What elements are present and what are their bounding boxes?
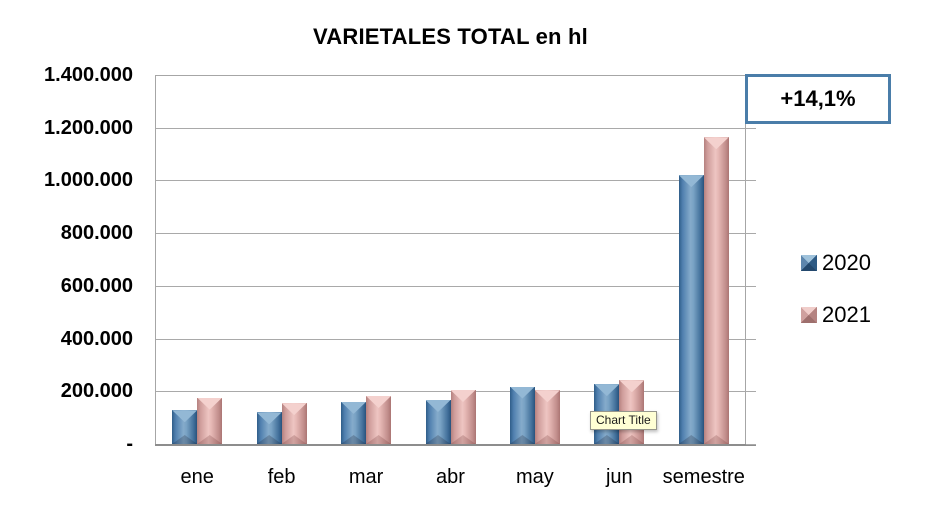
legend-swatch-2021	[801, 307, 817, 323]
bar-cap	[594, 384, 620, 397]
bar-cap	[450, 389, 476, 402]
bar-2021-abr[interactable]	[450, 389, 476, 444]
bar-base	[703, 435, 729, 444]
bar-base	[425, 435, 451, 444]
y-tick-label-200000: 200.000	[60, 380, 133, 403]
y-tick-label-1000000: 1.000.000	[44, 169, 133, 192]
bar-cap	[172, 410, 198, 423]
gridline-stub-600000	[746, 285, 756, 287]
legend: 2020 2021	[801, 250, 871, 354]
bar-cap	[366, 396, 392, 409]
bar-2021-mar[interactable]	[366, 396, 392, 444]
annotation-label: +14,1%	[780, 86, 856, 111]
bar-cap	[256, 412, 282, 425]
chart-title: VARIETALES TOTAL en hl	[313, 24, 588, 49]
tooltip-text: Chart Title	[596, 413, 651, 427]
x-tick-label-abr: abr	[436, 466, 465, 488]
y-tick-label-400000: 400.000	[60, 327, 133, 350]
legend-label-2021: 2021	[822, 302, 871, 327]
bar-cap	[341, 401, 367, 414]
bar-base	[678, 435, 704, 444]
gridline-1200000	[156, 127, 746, 129]
bar-base	[172, 435, 198, 444]
x-axis-line	[155, 444, 756, 446]
gridline-1000000	[156, 180, 746, 182]
x-tick-label-feb: feb	[267, 466, 296, 488]
y-tick-label-1200000: 1.200.000	[44, 116, 133, 139]
bar-2021-feb[interactable]	[281, 403, 307, 444]
legend-item-2020[interactable]: 2020	[801, 250, 871, 276]
bar-cap	[619, 380, 645, 393]
bar-2020-semestre[interactable]	[678, 175, 704, 444]
bar-cap	[678, 175, 704, 188]
x-tick-label-may: may	[516, 466, 554, 488]
bar-base	[281, 435, 307, 444]
bar-base	[366, 435, 392, 444]
legend-item-2021[interactable]: 2021	[801, 302, 871, 328]
y-tick-label-1400000: 1.400.000	[44, 64, 133, 86]
gridline-stub-1000000	[746, 180, 756, 182]
x-tick-label-ene: ene	[180, 466, 214, 488]
x-tick-label-semestre: semestre	[662, 466, 745, 488]
bar-cap	[281, 403, 307, 416]
plot-border-right	[745, 75, 746, 446]
bar-2021-semestre[interactable]	[703, 137, 729, 444]
annotation-box[interactable]: +14,1%	[745, 74, 891, 124]
gridline-stub-800000	[746, 233, 756, 235]
bar-base	[197, 435, 223, 444]
legend-label-2020: 2020	[822, 250, 871, 275]
plot-border-left	[155, 75, 156, 446]
bar-base	[534, 435, 560, 444]
bar-base	[509, 435, 535, 444]
bar-cap	[509, 386, 535, 399]
bar-base	[594, 435, 620, 444]
y-tick-label-800000: 800.000	[60, 222, 133, 245]
bar-2020-may[interactable]	[509, 386, 535, 444]
bar-2020-abr[interactable]	[425, 399, 451, 444]
x-tick-label-mar: mar	[348, 466, 384, 488]
bar-cap	[534, 390, 560, 403]
bar-2020-mar[interactable]	[341, 401, 367, 444]
plot-border-top	[155, 75, 746, 76]
bar-base	[256, 435, 282, 444]
gridline-stub-1200000	[746, 127, 756, 129]
bar-cap	[425, 399, 451, 412]
bar-cap	[197, 397, 223, 410]
chart-title-tooltip: Chart Title	[590, 411, 657, 430]
y-tick-label-600000: 600.000	[60, 274, 133, 297]
y-tick-label-0: -	[126, 433, 133, 455]
plot-area	[155, 75, 756, 446]
gridline-400000	[156, 338, 746, 340]
legend-swatch-2020	[801, 255, 817, 271]
bar-2021-may[interactable]	[534, 390, 560, 444]
bar-base	[450, 435, 476, 444]
bar-base	[341, 435, 367, 444]
x-tick-label-jun: jun	[605, 466, 633, 488]
gridline-stub-400000	[746, 338, 756, 340]
bar-2021-ene[interactable]	[197, 397, 223, 444]
bar-2020-feb[interactable]	[256, 412, 282, 444]
gridline-stub-0	[746, 444, 756, 445]
bar-base	[619, 435, 645, 444]
bar-cap	[703, 137, 729, 150]
gridline-stub-200000	[746, 391, 756, 393]
gridline-600000	[156, 285, 746, 287]
bar-2020-ene[interactable]	[172, 410, 198, 444]
gridline-800000	[156, 233, 746, 235]
